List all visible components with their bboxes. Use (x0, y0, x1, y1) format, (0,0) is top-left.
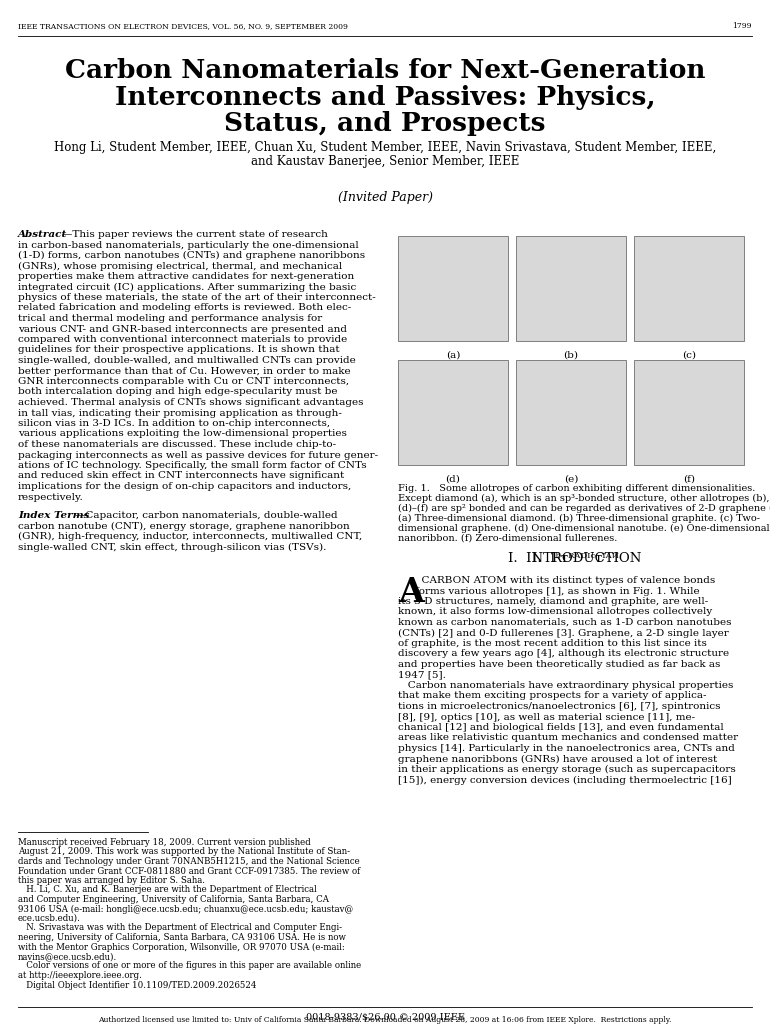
Text: (Invited Paper): (Invited Paper) (337, 191, 433, 205)
Text: Abstract: Abstract (18, 230, 67, 239)
Text: physics [14]. Particularly in the nanoelectronics area, CNTs and: physics [14]. Particularly in the nanoel… (398, 744, 735, 753)
Text: both intercalation doping and high edge-specularity must be: both intercalation doping and high edge-… (18, 387, 337, 396)
Text: Color versions of one or more of the figures in this paper are available online: Color versions of one or more of the fig… (18, 962, 361, 971)
Text: ations of IC technology. Specifically, the small form factor of CNTs: ations of IC technology. Specifically, t… (18, 461, 367, 470)
Text: (a) Three-dimensional diamond. (b) Three-dimensional graphite. (c) Two-: (a) Three-dimensional diamond. (b) Three… (398, 514, 760, 523)
Text: (GNR), high-frequency, inductor, interconnects, multiwalled CNT,: (GNR), high-frequency, inductor, interco… (18, 532, 362, 541)
Text: known, it also forms low-dimensional allotropes collectively: known, it also forms low-dimensional all… (398, 607, 712, 616)
Text: tions in microelectronics/nanoelectronics [6], [7], spintronics: tions in microelectronics/nanoelectronic… (398, 702, 721, 711)
Text: —Capacitor, carbon nanomaterials, double-walled: —Capacitor, carbon nanomaterials, double… (75, 511, 337, 520)
Text: implications for the design of on-chip capacitors and inductors,: implications for the design of on-chip c… (18, 482, 351, 490)
Text: N. Srivastava was with the Department of Electrical and Computer Engi-: N. Srivastava was with the Department of… (18, 924, 342, 933)
Text: (1-D) forms, carbon nanotubes (CNTs) and graphene nanoribbons: (1-D) forms, carbon nanotubes (CNTs) and… (18, 251, 365, 260)
Bar (634, 360, 744, 465)
Text: 93106 USA (e-mail: hongli@ece.ucsb.edu; chuanxu@ece.ucsb.edu; kaustav@: 93106 USA (e-mail: hongli@ece.ucsb.edu; … (18, 904, 353, 913)
Text: (CNTs) [2] and 0-D fullerenes [3]. Graphene, a 2-D single layer: (CNTs) [2] and 0-D fullerenes [3]. Graph… (398, 629, 728, 638)
Text: 0018-9383/$26.00 © 2009 IEEE: 0018-9383/$26.00 © 2009 IEEE (306, 1013, 464, 1022)
Text: of graphite, is the most recent addition to this list since its: of graphite, is the most recent addition… (398, 639, 707, 648)
Text: Status, and Prospects: Status, and Prospects (224, 112, 546, 136)
Text: in tall vias, indicating their promising application as through-: in tall vias, indicating their promising… (18, 409, 342, 418)
Text: its 3-D structures, namely, diamond and graphite, are well-: its 3-D structures, namely, diamond and … (398, 597, 708, 606)
Text: CARBON ATOM with its distinct types of valence bonds: CARBON ATOM with its distinct types of v… (415, 575, 715, 585)
Text: compared with conventional interconnect materials to provide: compared with conventional interconnect … (18, 335, 347, 344)
Text: (d): (d) (446, 474, 460, 483)
Text: 1799: 1799 (732, 22, 752, 30)
Text: known as carbon nanomaterials, such as 1-D carbon nanotubes: known as carbon nanomaterials, such as 1… (398, 618, 732, 627)
Bar (398, 360, 508, 465)
Text: Digital Object Identifier 10.1109/TED.2009.2026524: Digital Object Identifier 10.1109/TED.20… (18, 981, 256, 989)
Text: silicon vias in 3-D ICs. In addition to on-chip interconnects,: silicon vias in 3-D ICs. In addition to … (18, 419, 330, 428)
Text: (c): (c) (682, 350, 696, 359)
Text: areas like relativistic quantum mechanics and condensed matter: areas like relativistic quantum mechanic… (398, 733, 738, 742)
Text: A: A (398, 575, 424, 609)
Text: various CNT- and GNR-based interconnects are presented and: various CNT- and GNR-based interconnects… (18, 325, 347, 334)
Text: dimensional graphene. (d) One-dimensional nanotube. (e) One-dimensional: dimensional graphene. (d) One-dimensiona… (398, 524, 770, 534)
Text: physics of these materials, the state of the art of their interconnect-: physics of these materials, the state of… (18, 293, 376, 302)
Text: single-walled CNT, skin effect, through-silicon vias (TSVs).: single-walled CNT, skin effect, through-… (18, 543, 326, 552)
Text: Carbon nanomaterials have extraordinary physical properties: Carbon nanomaterials have extraordinary … (398, 681, 733, 690)
Text: and Kaustav Banerjee, Senior Member, IEEE: and Kaustav Banerjee, Senior Member, IEE… (251, 156, 519, 169)
Text: Fig. 1.   Some allotropes of carbon exhibiting different dimensionalities.: Fig. 1. Some allotropes of carbon exhibi… (398, 484, 755, 493)
Text: Hong Li, Student Member, IEEE, Chuan Xu, Student Member, IEEE, Navin Srivastava,: Hong Li, Student Member, IEEE, Chuan Xu,… (54, 141, 716, 155)
Text: Index Terms: Index Terms (18, 511, 89, 520)
Text: H. Li, C. Xu, and K. Banerjee are with the Department of Electrical: H. Li, C. Xu, and K. Banerjee are with t… (18, 886, 316, 895)
Text: and Computer Engineering, University of California, Santa Barbara, CA: and Computer Engineering, University of … (18, 895, 329, 904)
Text: Authorized licensed use limited to: Univ of California Santa Barbara. Downloaded: Authorized licensed use limited to: Univ… (99, 1016, 671, 1024)
Text: achieved. Thermal analysis of CNTs shows significant advantages: achieved. Thermal analysis of CNTs shows… (18, 398, 363, 407)
Bar (516, 360, 626, 465)
Text: GNR interconnects comparable with Cu or CNT interconnects,: GNR interconnects comparable with Cu or … (18, 377, 349, 386)
Text: Interconnects and Passives: Physics,: Interconnects and Passives: Physics, (115, 85, 655, 110)
Text: discovery a few years ago [4], although its electronic structure: discovery a few years ago [4], although … (398, 649, 729, 658)
Text: I.  Iᵇᴛᴿᴬᴰᴵᶜᴛᴵᴬᴻ: I. Iᵇᴛᴿᴬᴰᴵᶜᴛᴵᴬᴻ (531, 552, 618, 564)
Bar (398, 236, 508, 341)
Text: neering, University of California, Santa Barbara, CA 93106 USA. He is now: neering, University of California, Santa… (18, 933, 346, 942)
Text: IEEE TRANSACTIONS ON ELECTRON DEVICES, VOL. 56, NO. 9, SEPTEMBER 2009: IEEE TRANSACTIONS ON ELECTRON DEVICES, V… (18, 22, 348, 30)
Text: —This paper reviews the current state of research: —This paper reviews the current state of… (62, 230, 328, 239)
Text: nanoribbon. (f) Zero-dimensional fullerenes.: nanoribbon. (f) Zero-dimensional fullere… (398, 534, 618, 543)
Text: [15]), energy conversion devices (including thermoelectric [16]: [15]), energy conversion devices (includ… (398, 775, 732, 784)
Text: of these nanomaterials are discussed. These include chip-to-: of these nanomaterials are discussed. Th… (18, 440, 336, 449)
Text: dards and Technology under Grant 70NANB5H1215, and the National Science: dards and Technology under Grant 70NANB5… (18, 857, 360, 866)
Text: integrated circuit (IC) applications. After summarizing the basic: integrated circuit (IC) applications. Af… (18, 283, 357, 292)
Text: this paper was arranged by Editor S. Saha.: this paper was arranged by Editor S. Sah… (18, 876, 205, 885)
Text: Foundation under Grant CCF-0811880 and Grant CCF-0917385. The review of: Foundation under Grant CCF-0811880 and G… (18, 866, 360, 876)
Text: (e): (e) (564, 474, 578, 483)
Text: with the Mentor Graphics Corporation, Wilsonville, OR 97070 USA (e-mail:: with the Mentor Graphics Corporation, Wi… (18, 942, 345, 951)
Text: ece.ucsb.edu).: ece.ucsb.edu). (18, 914, 81, 923)
Text: graphene nanoribbons (GNRs) have aroused a lot of interest: graphene nanoribbons (GNRs) have aroused… (398, 755, 717, 764)
Text: various applications exploiting the low-dimensional properties: various applications exploiting the low-… (18, 429, 346, 438)
Text: forms various allotropes [1], as shown in Fig. 1. While: forms various allotropes [1], as shown i… (415, 587, 700, 596)
Text: (d)–(f) are sp² bonded and can be regarded as derivatives of 2-D graphene (c).: (d)–(f) are sp² bonded and can be regard… (398, 504, 770, 513)
Text: properties make them attractive candidates for next-generation: properties make them attractive candidat… (18, 272, 354, 281)
Text: Except diamond (a), which is an sp³-bonded structure, other allotropes (b),: Except diamond (a), which is an sp³-bond… (398, 494, 769, 503)
Text: (GNRs), whose promising electrical, thermal, and mechanical: (GNRs), whose promising electrical, ther… (18, 261, 342, 270)
Text: packaging interconnects as well as passive devices for future gener-: packaging interconnects as well as passi… (18, 451, 378, 460)
Text: chanical [12] and biological fields [13], and even fundamental: chanical [12] and biological fields [13]… (398, 723, 724, 732)
Text: (b): (b) (564, 350, 578, 359)
Text: in their applications as energy storage (such as supercapacitors: in their applications as energy storage … (398, 765, 736, 774)
Text: better performance than that of Cu. However, in order to make: better performance than that of Cu. Howe… (18, 367, 350, 376)
Text: Carbon Nanomaterials for Next-Generation: Carbon Nanomaterials for Next-Generation (65, 57, 705, 83)
Text: in carbon-based nanomaterials, particularly the one-dimensional: in carbon-based nanomaterials, particula… (18, 241, 359, 250)
Text: and properties have been theoretically studied as far back as: and properties have been theoretically s… (398, 660, 721, 669)
Text: at http://ieeexplore.ieee.org.: at http://ieeexplore.ieee.org. (18, 971, 142, 980)
Text: that make them exciting prospects for a variety of applica-: that make them exciting prospects for a … (398, 691, 707, 700)
Text: (a): (a) (446, 350, 460, 359)
Text: (f): (f) (683, 474, 695, 483)
Bar (634, 236, 744, 341)
Text: 1947 [5].: 1947 [5]. (398, 671, 446, 680)
Text: Manuscript received February 18, 2009. Current version published: Manuscript received February 18, 2009. C… (18, 838, 311, 847)
Text: [8], [9], optics [10], as well as material science [11], me-: [8], [9], optics [10], as well as materi… (398, 713, 695, 722)
Text: and reduced skin effect in CNT interconnects have significant: and reduced skin effect in CNT interconn… (18, 471, 344, 480)
Text: related fabrication and modeling efforts is reviewed. Both elec-: related fabrication and modeling efforts… (18, 303, 351, 312)
Bar (516, 236, 626, 341)
Text: trical and thermal modeling and performance analysis for: trical and thermal modeling and performa… (18, 314, 323, 323)
Text: navins@ece.ucsb.edu).: navins@ece.ucsb.edu). (18, 952, 117, 961)
Text: August 21, 2009. This work was supported by the National Institute of Stan-: August 21, 2009. This work was supported… (18, 848, 350, 856)
Text: guidelines for their prospective applications. It is shown that: guidelines for their prospective applica… (18, 345, 340, 354)
Text: I.  INTRODUCTION: I. INTRODUCTION (508, 552, 641, 564)
Text: respectively.: respectively. (18, 493, 84, 502)
Text: single-walled, double-walled, and multiwalled CNTs can provide: single-walled, double-walled, and multiw… (18, 356, 356, 365)
Text: carbon nanotube (CNT), energy storage, graphene nanoribbon: carbon nanotube (CNT), energy storage, g… (18, 521, 350, 530)
